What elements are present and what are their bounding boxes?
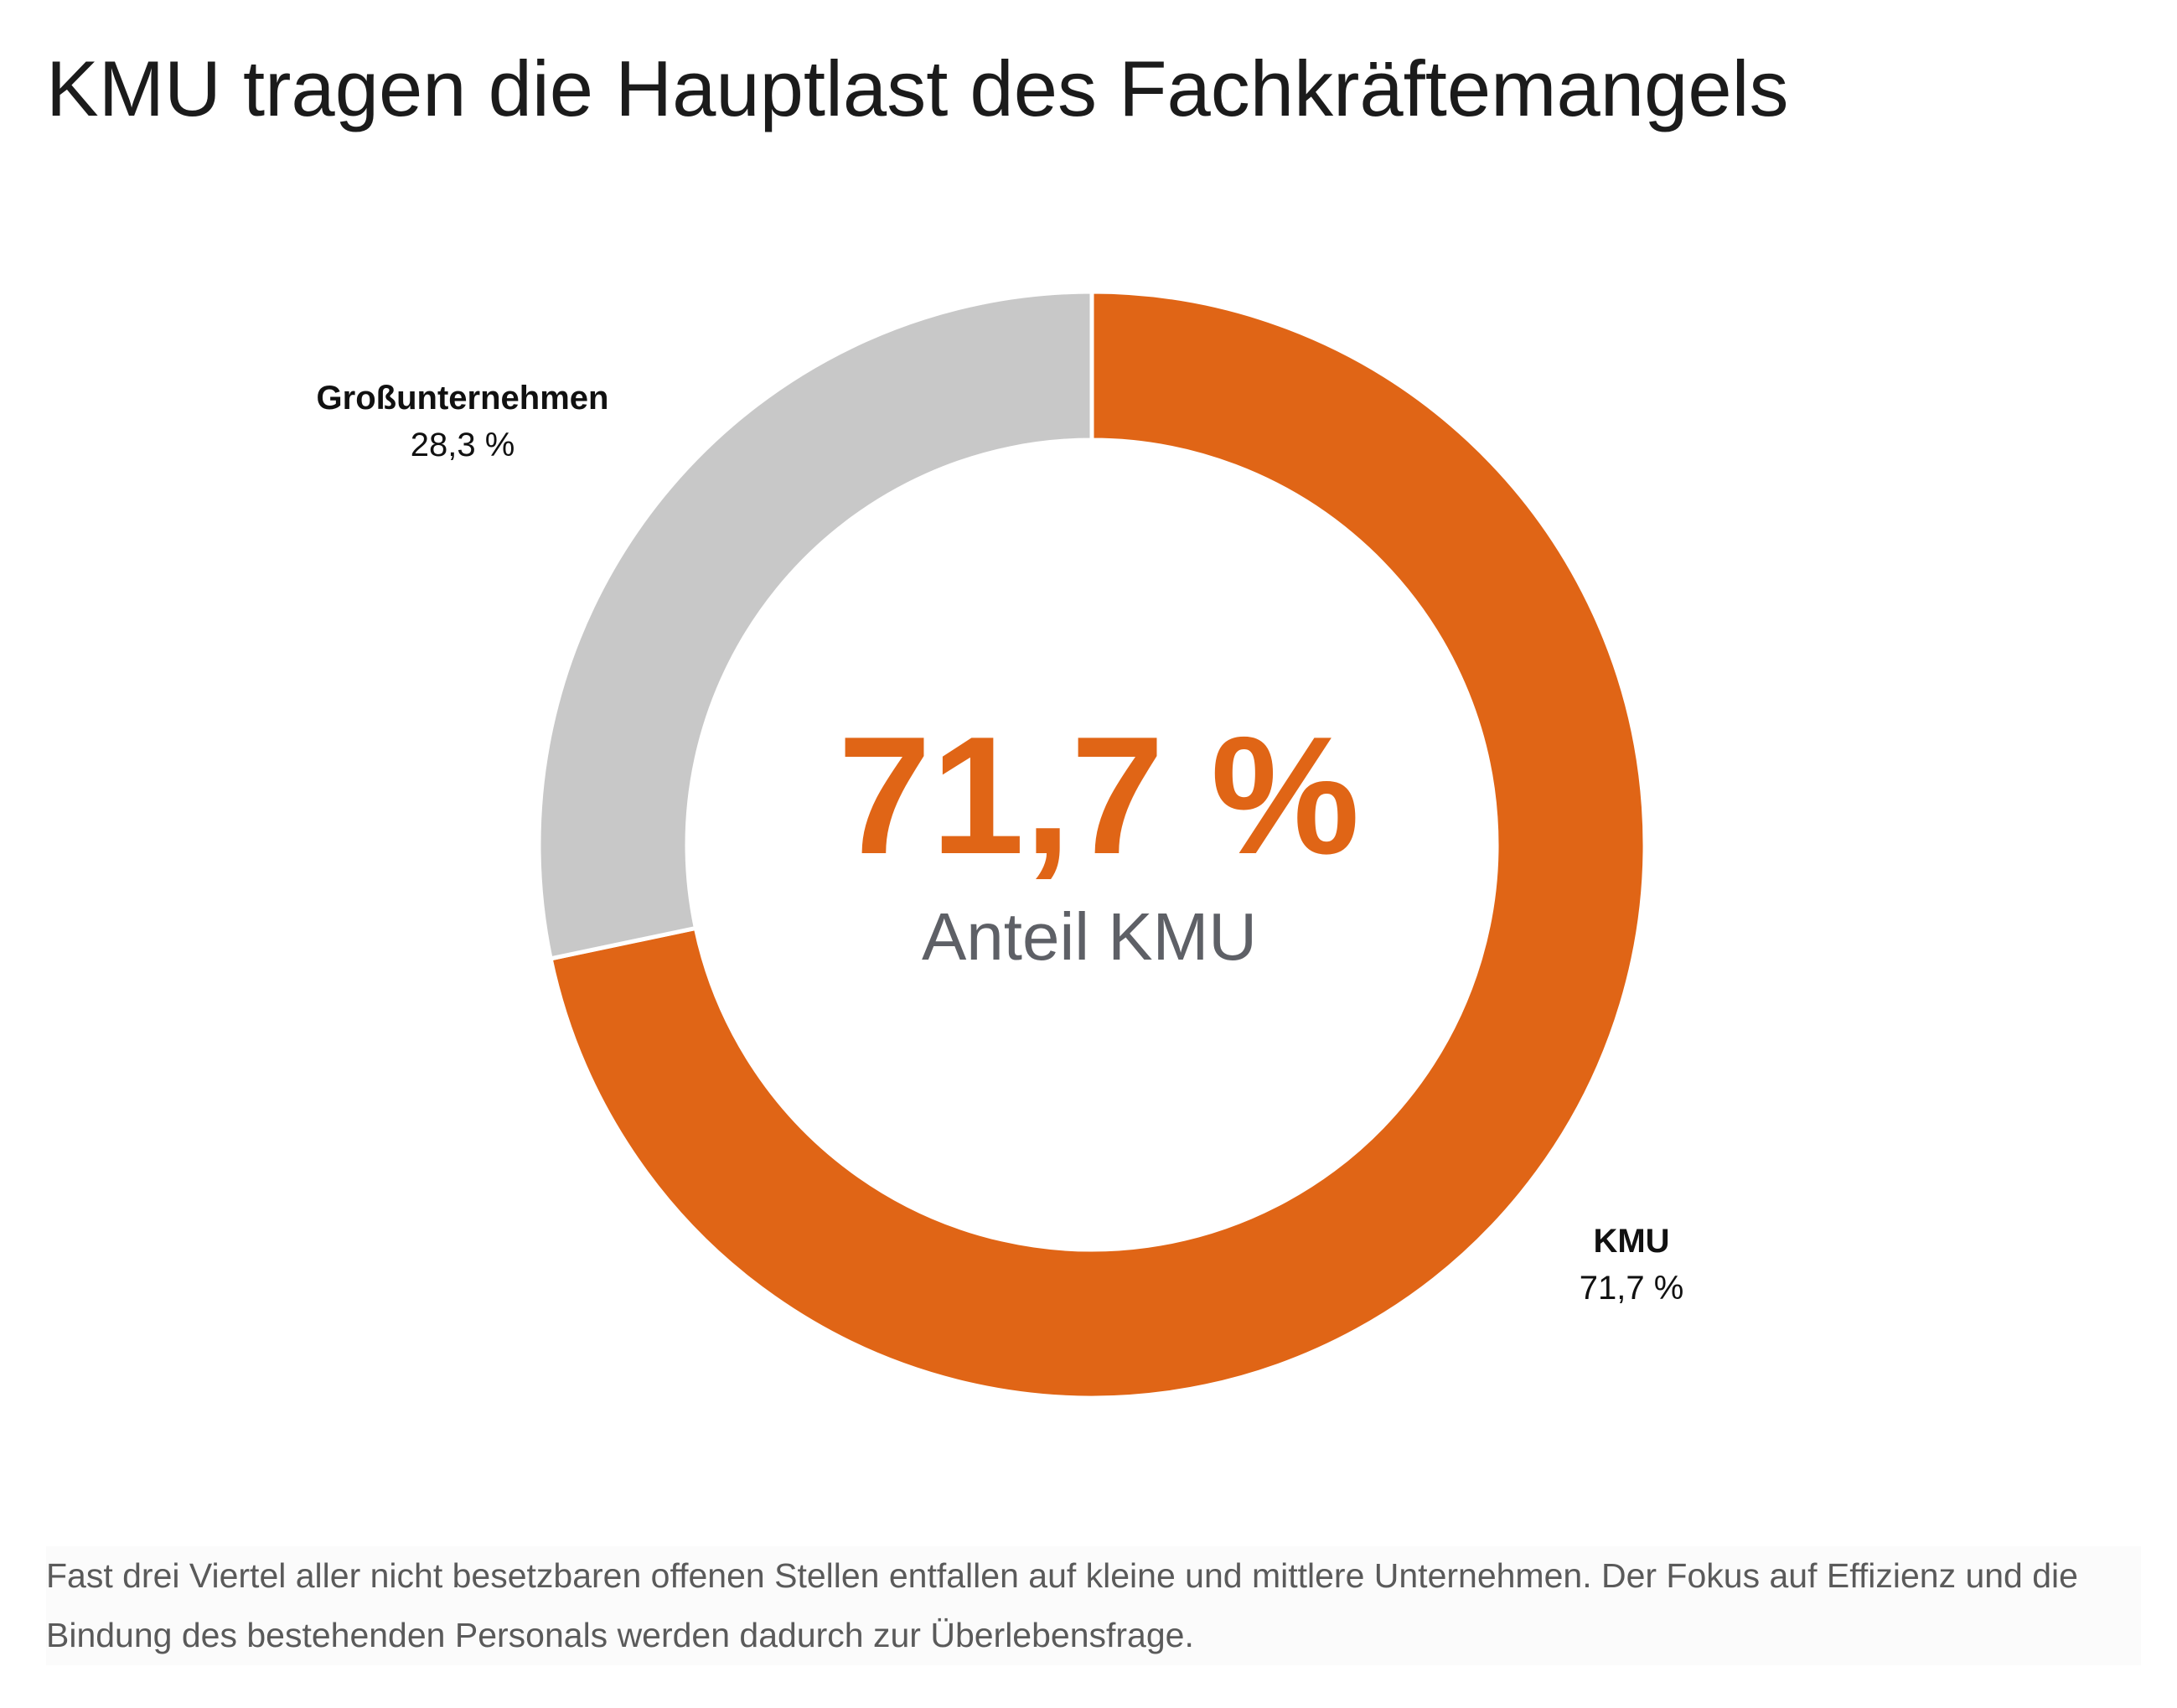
slice-label-grossunternehmen-value: 28,3 %: [410, 427, 515, 463]
footer-note: Fast drei Viertel aller nicht besetzbare…: [46, 1546, 2141, 1665]
slice-label-kmu: KMU 71,7 %: [1506, 1218, 1757, 1312]
donut-slices: [536, 289, 1647, 1400]
slice-label-kmu-name: KMU: [1593, 1223, 1670, 1260]
page-title: KMU tragen die Hauptlast des Fachkräftem…: [46, 44, 1789, 132]
center-caption: Anteil KMU: [921, 899, 1258, 974]
center-value: 71,7 %: [838, 702, 1360, 889]
donut-slice-grossunternehmen: [536, 289, 1094, 961]
slice-label-kmu-value: 71,7 %: [1579, 1270, 1684, 1307]
slice-label-grossunternehmen: Großunternehmen 28,3 %: [295, 375, 630, 468]
donut-slice-kmu: [548, 289, 1647, 1400]
slice-label-grossunternehmen-name: Großunternehmen: [316, 380, 609, 417]
